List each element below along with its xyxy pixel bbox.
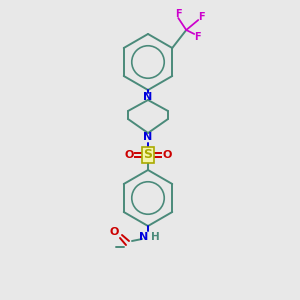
Text: N: N bbox=[140, 232, 148, 242]
Text: O: O bbox=[162, 150, 172, 160]
Text: O: O bbox=[124, 150, 134, 160]
Text: F: F bbox=[198, 12, 205, 22]
Text: H: H bbox=[151, 232, 159, 242]
Text: O: O bbox=[109, 227, 119, 237]
Text: F: F bbox=[194, 32, 201, 42]
Text: S: S bbox=[143, 148, 152, 161]
Text: F: F bbox=[175, 9, 181, 19]
Text: N: N bbox=[143, 132, 153, 142]
Text: N: N bbox=[143, 92, 153, 102]
